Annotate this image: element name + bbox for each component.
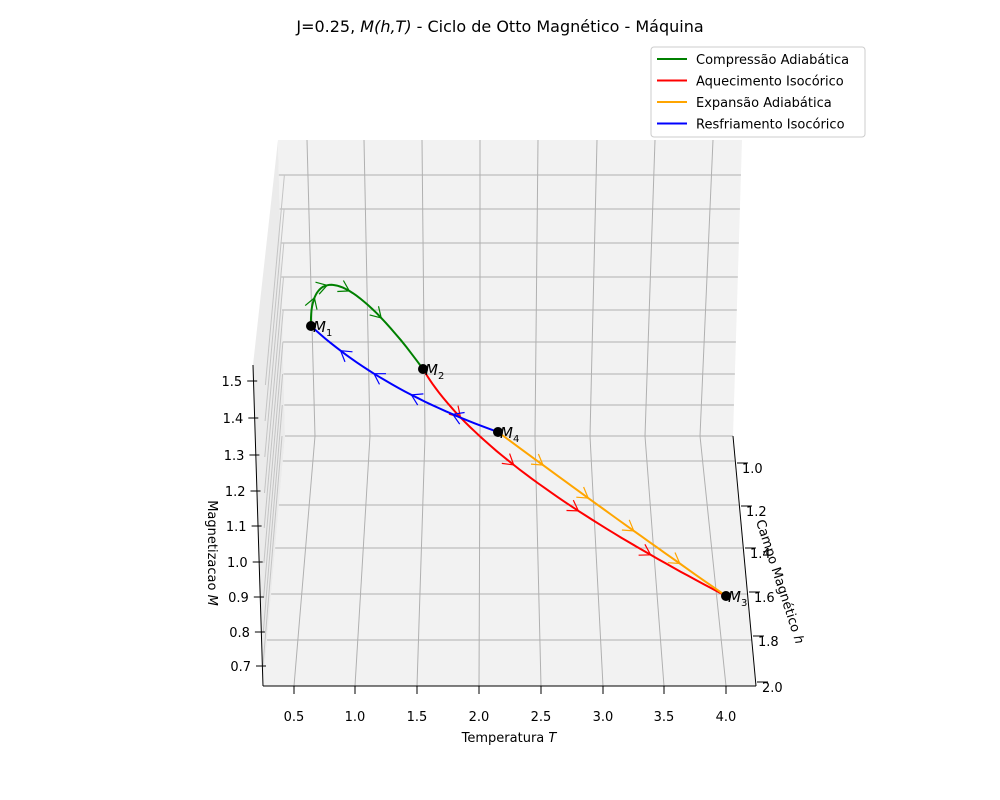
adiabatic-compression-arrow (337, 280, 351, 293)
z-tick-label: 0.9 (228, 591, 249, 606)
x-tick-label: 2.5 (531, 710, 552, 725)
cycle-point-marker (418, 364, 428, 374)
legend-label: Aquecimento Isocórico (696, 75, 844, 90)
grid-line (644, 139, 656, 437)
grid-line (363, 139, 371, 437)
adiabatic-compression-line (309, 283, 424, 370)
isochoric-heating-arrow (501, 453, 515, 466)
grid-line (699, 435, 727, 687)
cycle-points: M1 M2 M3 M4 (306, 318, 747, 609)
adiabatic-expansion-line (497, 431, 727, 597)
legend-box (650, 46, 866, 138)
x-tick-label: 1.0 (345, 710, 366, 725)
z-tick-label: 0.7 (230, 660, 251, 675)
isochoric-cooling-arrow (451, 411, 465, 425)
y-tick-label: 1.6 (754, 591, 775, 606)
chart-title: J=0.25, M(h,T) - Ciclo de Otto Magnético… (295, 17, 703, 36)
grid-lines (262, 139, 756, 687)
legend: Compressão Adiabática Aquecimento Isocóri… (650, 46, 866, 138)
z-axis-label: Magnetizacao M (204, 500, 219, 606)
grid-line (306, 139, 316, 437)
axes-panes (253, 140, 756, 686)
tick-labels: 0.5 1.0 1.5 2.0 2.5 3.0 3.5 4.0 1.0 1.2 1.4 1.6 1.8 2… (222, 375, 783, 725)
x-axis-label: Temperatura T (461, 731, 558, 746)
grid-line (263, 373, 284, 599)
grid-line (589, 435, 604, 687)
grid-line (534, 435, 542, 687)
y-tick-label: 2.0 (762, 681, 783, 696)
grid-line (264, 208, 285, 422)
grid-line (262, 404, 283, 633)
grid-line (589, 139, 598, 437)
isochoric-heating-line (422, 368, 727, 597)
cycle-point-label: M3 (728, 588, 747, 609)
adiabatic-expansion-arrow (530, 453, 544, 466)
cycle-point-marker (721, 591, 731, 601)
z-tick-label: 1.5 (222, 375, 243, 390)
grid-line (644, 435, 665, 687)
x-tick-label: 3.5 (654, 710, 675, 725)
legend-label: Resfriamento Isocórico (696, 118, 845, 133)
isochoric-heating-arrow (566, 499, 580, 512)
grid-line (264, 276, 284, 494)
y-tick-label: 1.0 (742, 462, 763, 477)
cycle-point-marker (306, 321, 316, 331)
back-pane (278, 140, 742, 436)
legend-label: Expansão Adiabática (696, 96, 832, 111)
legend-label: Compressão Adiabática (696, 53, 849, 68)
z-tick-label: 1.3 (224, 449, 245, 464)
z-tick-label: 1.2 (225, 485, 246, 500)
x-tick-label: 4.0 (716, 710, 737, 725)
y-axis-line (732, 435, 757, 687)
x-tick-label: 2.0 (469, 710, 490, 725)
grid-line (264, 242, 285, 458)
isochoric-cooling-arrow (373, 373, 386, 385)
grid-line (263, 341, 284, 564)
y-tick-label: 1.8 (758, 635, 779, 650)
adiabatic-compression-arrow (304, 296, 318, 310)
cycle-point-label: M4 (500, 424, 519, 445)
floor-pane (263, 436, 756, 686)
grid-line (478, 435, 481, 687)
grid-line (293, 435, 316, 687)
isochoric-cooling-arrow (339, 350, 353, 363)
adiabatic-expansion-arrow (576, 486, 590, 499)
grid-line (263, 309, 284, 529)
x-tick-label: 0.5 (284, 710, 305, 725)
isochoric-cooling-line (310, 325, 499, 433)
cycle-point-marker (493, 427, 503, 437)
grid-line (264, 174, 285, 386)
grid-line (262, 435, 283, 666)
x-tick-label: 3.0 (593, 710, 614, 725)
z-tick-label: 0.8 (229, 626, 250, 641)
cycle-point-label: M2 (425, 361, 444, 382)
y-tick-label: 1.4 (750, 547, 771, 562)
adiabatic-compression-arrow (369, 306, 383, 319)
grid-line (534, 139, 539, 437)
x-tick-label: 1.5 (407, 710, 428, 725)
grid-line (699, 139, 714, 437)
adiabatic-expansion-arrow (621, 519, 635, 532)
adiabatic-expansion-arrow (667, 552, 681, 565)
series-lines (304, 280, 727, 597)
z-tick-label: 1.0 (227, 556, 248, 571)
grid-line (416, 435, 426, 687)
adiabatic-compression-arrow (315, 281, 329, 295)
cycle-point-label: M1 (313, 318, 332, 339)
grid-line (354, 435, 371, 687)
z-tick-label: 1.4 (223, 412, 244, 427)
isochoric-cooling-arrow (410, 393, 424, 406)
y-axis-label: Campo Magnético h (752, 518, 806, 646)
z-tick-label: 1.1 (226, 520, 247, 535)
isochoric-heating-arrow (638, 544, 652, 556)
y-tick-label: 1.2 (746, 505, 767, 520)
grid-line (421, 139, 426, 437)
